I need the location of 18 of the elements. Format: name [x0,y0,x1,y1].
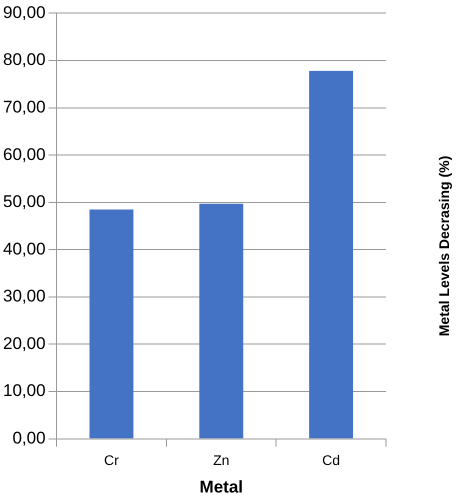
x-axis-title: Metal [200,477,244,496]
y-tick-label: 20,00 [2,334,46,353]
y-tick-label: 40,00 [2,239,46,258]
y-tick-label: 80,00 [2,50,46,70]
y-axis-title: Metal Levels Decrasing (%) [436,156,452,336]
x-tick-label: Cd [322,452,340,468]
x-tick-label: Cr [104,452,120,468]
y-tick-label: 0,00 [12,428,46,448]
x-tick-label: Zn [213,452,230,468]
bar [199,204,244,438]
bar [309,70,354,438]
y-tick-label: 60,00 [2,144,46,164]
bar [89,209,134,438]
y-tick-label: 70,00 [2,97,46,116]
y-tick-label: 90,00 [2,2,46,22]
y-tick-label: 30,00 [2,286,46,306]
y-tick-label: 50,00 [2,192,46,212]
y-tick-label: 10,00 [2,381,46,400]
